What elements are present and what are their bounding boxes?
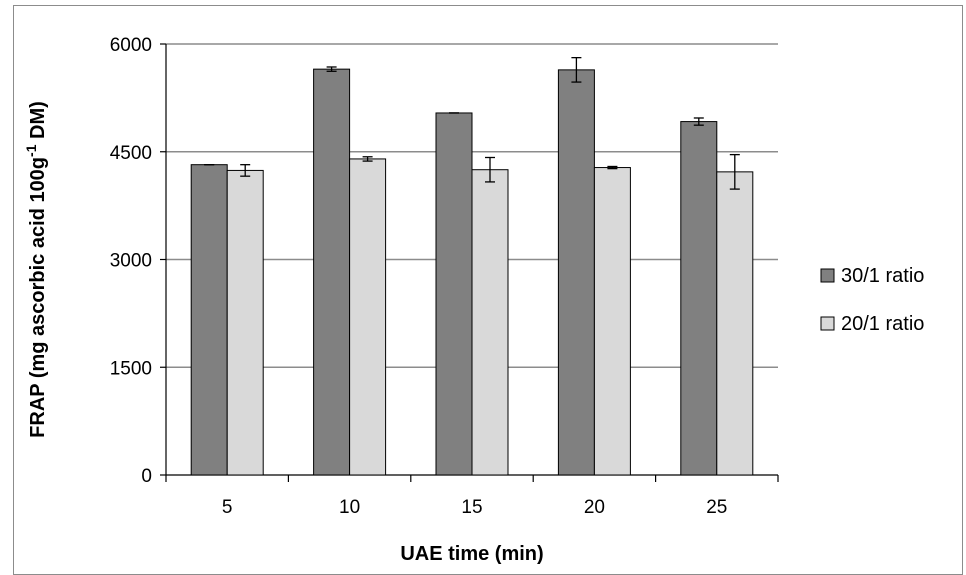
- error-bar: [571, 56, 582, 83]
- legend-label-20-1: 20/1 ratio: [841, 313, 924, 335]
- error-bar: [326, 66, 337, 72]
- bar-20-1-ratio: [349, 158, 387, 476]
- y-tick-label: 4500: [110, 143, 152, 164]
- legend-swatch-30-1: [820, 268, 835, 283]
- y-tick-label: 0: [141, 466, 152, 487]
- bar-20-1-ratio: [226, 169, 264, 476]
- bar-30-1-ratio: [313, 68, 351, 476]
- y-tick-label: 3000: [110, 251, 152, 272]
- y-axis-title-main: FRAP (mg ascorbic acid 100g: [27, 157, 49, 438]
- legend-swatch-20-1: [820, 316, 835, 331]
- bar-30-1-ratio: [435, 112, 473, 476]
- error-bar: [693, 117, 704, 126]
- x-tick-label: 25: [706, 497, 727, 518]
- error-bar: [729, 153, 740, 190]
- bar-20-1-ratio: [593, 167, 631, 476]
- y-tick-label: 6000: [110, 35, 152, 56]
- x-axis-title: UAE time (min): [400, 543, 543, 565]
- y-tick-label: 1500: [110, 358, 152, 379]
- x-tick-label: 20: [584, 497, 605, 518]
- bar-30-1-ratio: [557, 69, 595, 476]
- error-bar: [240, 164, 251, 177]
- x-tick-label: 5: [222, 497, 233, 518]
- error-bar: [607, 165, 618, 170]
- y-tick-labels: 0 1500 3000 4500 6000: [110, 35, 166, 487]
- bar-30-1-ratio: [190, 164, 228, 476]
- legend-label-30-1: 30/1 ratio: [841, 265, 924, 287]
- bar-20-1-ratio: [716, 171, 754, 476]
- error-bars: [204, 56, 740, 190]
- x-tick-label: 15: [461, 497, 482, 518]
- y-axis-title: FRAP (mg ascorbic acid 100g-1 DM): [23, 101, 49, 438]
- bar-20-1-ratio: [471, 169, 509, 476]
- x-tick-label: 10: [339, 497, 360, 518]
- y-axis-title-superscript: -1: [23, 144, 39, 157]
- error-bar: [362, 156, 373, 162]
- bars: [190, 68, 754, 476]
- error-bar: [485, 156, 495, 183]
- legend: 30/1 ratio 20/1 ratio: [820, 265, 924, 335]
- y-axis-title-tail: DM): [27, 101, 49, 144]
- bar-30-1-ratio: [680, 121, 718, 476]
- x-tick-labels: 5 10 15 20 25: [165, 475, 779, 518]
